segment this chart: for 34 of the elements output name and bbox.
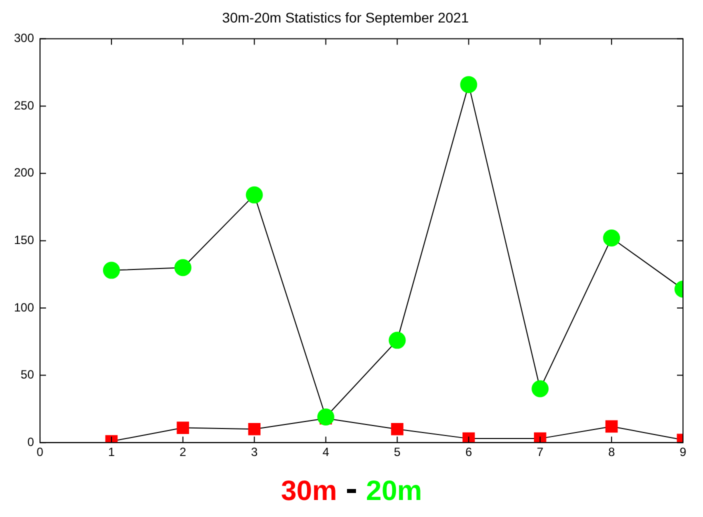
point <box>246 186 263 204</box>
x-tick-label: 7 <box>536 445 544 460</box>
y-tick-label: 0 <box>27 434 34 449</box>
y-tick-label: 150 <box>14 233 34 248</box>
x-tick-label: 2 <box>180 445 187 460</box>
y-tick-label: 250 <box>14 98 34 112</box>
x-tick-label: 4 <box>322 445 330 460</box>
x-tick-label: 0 <box>36 445 44 460</box>
point <box>388 332 406 349</box>
point <box>317 408 334 426</box>
legend-label: 20m <box>366 475 422 507</box>
x-tick-label: 8 <box>608 445 616 460</box>
point <box>248 422 261 436</box>
x-tick-label: 6 <box>465 445 472 460</box>
x-tick-label: 3 <box>251 445 258 460</box>
point <box>534 432 546 443</box>
point <box>603 230 620 247</box>
point <box>391 422 404 436</box>
x-tick-label: 5 <box>394 445 401 460</box>
point <box>605 420 618 433</box>
point <box>174 259 192 276</box>
y-tick-label: 100 <box>14 300 34 314</box>
y-tick-label: 200 <box>14 166 34 180</box>
chart-title: 30m-20m Statistics for September 2021 <box>222 9 470 26</box>
x-tick-label: 1 <box>108 445 116 460</box>
point <box>462 432 475 443</box>
y-tick-label: 300 <box>14 31 34 46</box>
point <box>176 422 190 434</box>
point <box>532 380 549 398</box>
x-tick-label: 9 <box>680 445 687 460</box>
y-tick-label: 50 <box>20 368 34 382</box>
point <box>102 262 120 279</box>
point <box>460 76 478 94</box>
series-label: 30m <box>280 475 337 507</box>
